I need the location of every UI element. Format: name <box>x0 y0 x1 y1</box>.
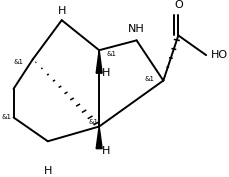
Text: &1: &1 <box>1 115 11 121</box>
Text: H: H <box>57 6 66 16</box>
Text: &1: &1 <box>13 59 23 65</box>
Text: H: H <box>102 146 111 156</box>
Text: HO: HO <box>210 50 228 60</box>
Polygon shape <box>96 50 102 73</box>
Text: NH: NH <box>128 24 145 34</box>
Text: H: H <box>44 166 52 176</box>
Text: &1: &1 <box>145 76 155 82</box>
Text: O: O <box>174 0 183 10</box>
Text: &1: &1 <box>107 51 117 57</box>
Text: &1: &1 <box>88 119 98 125</box>
Polygon shape <box>96 127 102 149</box>
Text: H: H <box>102 68 111 78</box>
